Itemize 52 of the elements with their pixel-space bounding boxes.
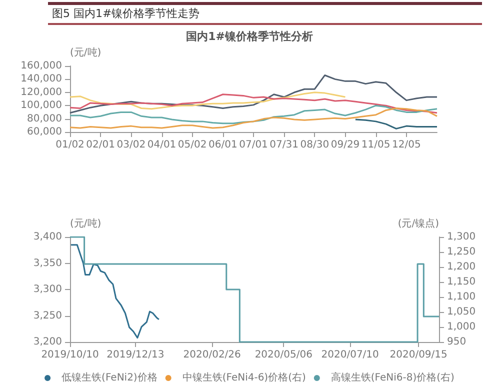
y-tick-label: 80,000 <box>27 113 62 124</box>
line-series <box>69 104 438 124</box>
line-series <box>69 94 438 114</box>
y2-tick-label: 1,150 <box>447 276 476 288</box>
y2-tick-label: 1,300 <box>447 232 476 242</box>
y-tick-label: 3,400 <box>33 232 62 242</box>
y2-axis-title: (元/镍点) <box>398 218 440 230</box>
line-series <box>70 244 160 339</box>
x-tick-label: 2019/10/10 <box>41 350 99 360</box>
y-axis-title: (元/吨) <box>70 46 102 58</box>
legend-label: 低镍生铁(FeNi2)价格 <box>62 372 158 384</box>
y2-tick-label: 1,100 <box>447 292 476 302</box>
line-series <box>69 107 438 129</box>
y-tick-label: 3,200 <box>33 336 62 348</box>
y2-tick-label: 1,200 <box>447 262 476 272</box>
chart-title: 国内1#镍价格季节性分析 <box>186 30 313 43</box>
line-series <box>69 74 438 114</box>
x-tick-label: 2020/05/06 <box>254 350 312 360</box>
x-tick-label: 02/01 <box>86 140 115 150</box>
x-tick-label: 05/02 <box>178 140 207 150</box>
y2-tick-label: 950 <box>447 336 466 348</box>
x-tick-label: 2020/02/26 <box>183 350 241 360</box>
legend-label: 高镍生铁(FeNi6-8)价格(右) <box>330 372 455 384</box>
x-tick-label: 12/05 <box>392 140 421 150</box>
x-tick-label: 06/01 <box>208 140 238 150</box>
x-tick-label: 11/05 <box>361 140 390 150</box>
y-tick-label: 60,000 <box>27 126 62 138</box>
legend-label: 中镍生铁(FeNi4-6)价格(右) <box>182 372 306 384</box>
y-tick-label: 100,000 <box>20 100 62 112</box>
x-tick-label: 03/02 <box>116 140 146 150</box>
y-axis-title: (元/吨) <box>70 218 102 230</box>
x-tick-label: 08/30 <box>300 140 330 150</box>
y2-tick-label: 1,050 <box>447 306 476 318</box>
x-tick-label: 04/01 <box>147 140 176 150</box>
caption: 图5 国内1#镍价格季节性走势 <box>48 2 482 25</box>
y-tick-label: 160,000 <box>20 60 62 72</box>
x-tick-label: 09/29 <box>330 140 360 150</box>
x-tick-label: 2020/07/10 <box>321 350 379 360</box>
x-tick-label: 07/01 <box>239 140 268 150</box>
y-tick-label: 120,000 <box>20 86 62 98</box>
x-tick-label: 2019/12/13 <box>106 350 164 360</box>
x-tick-label: 01/02 <box>56 140 84 150</box>
line-series <box>354 118 438 130</box>
y-tick-label: 140,000 <box>20 74 62 85</box>
y-tick-label: 3,350 <box>33 258 62 269</box>
y-tick-label: 3,300 <box>33 284 62 295</box>
x-tick-label: 07/31 <box>270 140 298 150</box>
y-tick-label: 3,250 <box>33 310 62 322</box>
y2-tick-label: 1,250 <box>447 246 476 258</box>
line-series <box>69 92 346 110</box>
y2-tick-label: 1,000 <box>447 322 476 332</box>
x-tick-label: 2020/09/15 <box>390 350 448 360</box>
